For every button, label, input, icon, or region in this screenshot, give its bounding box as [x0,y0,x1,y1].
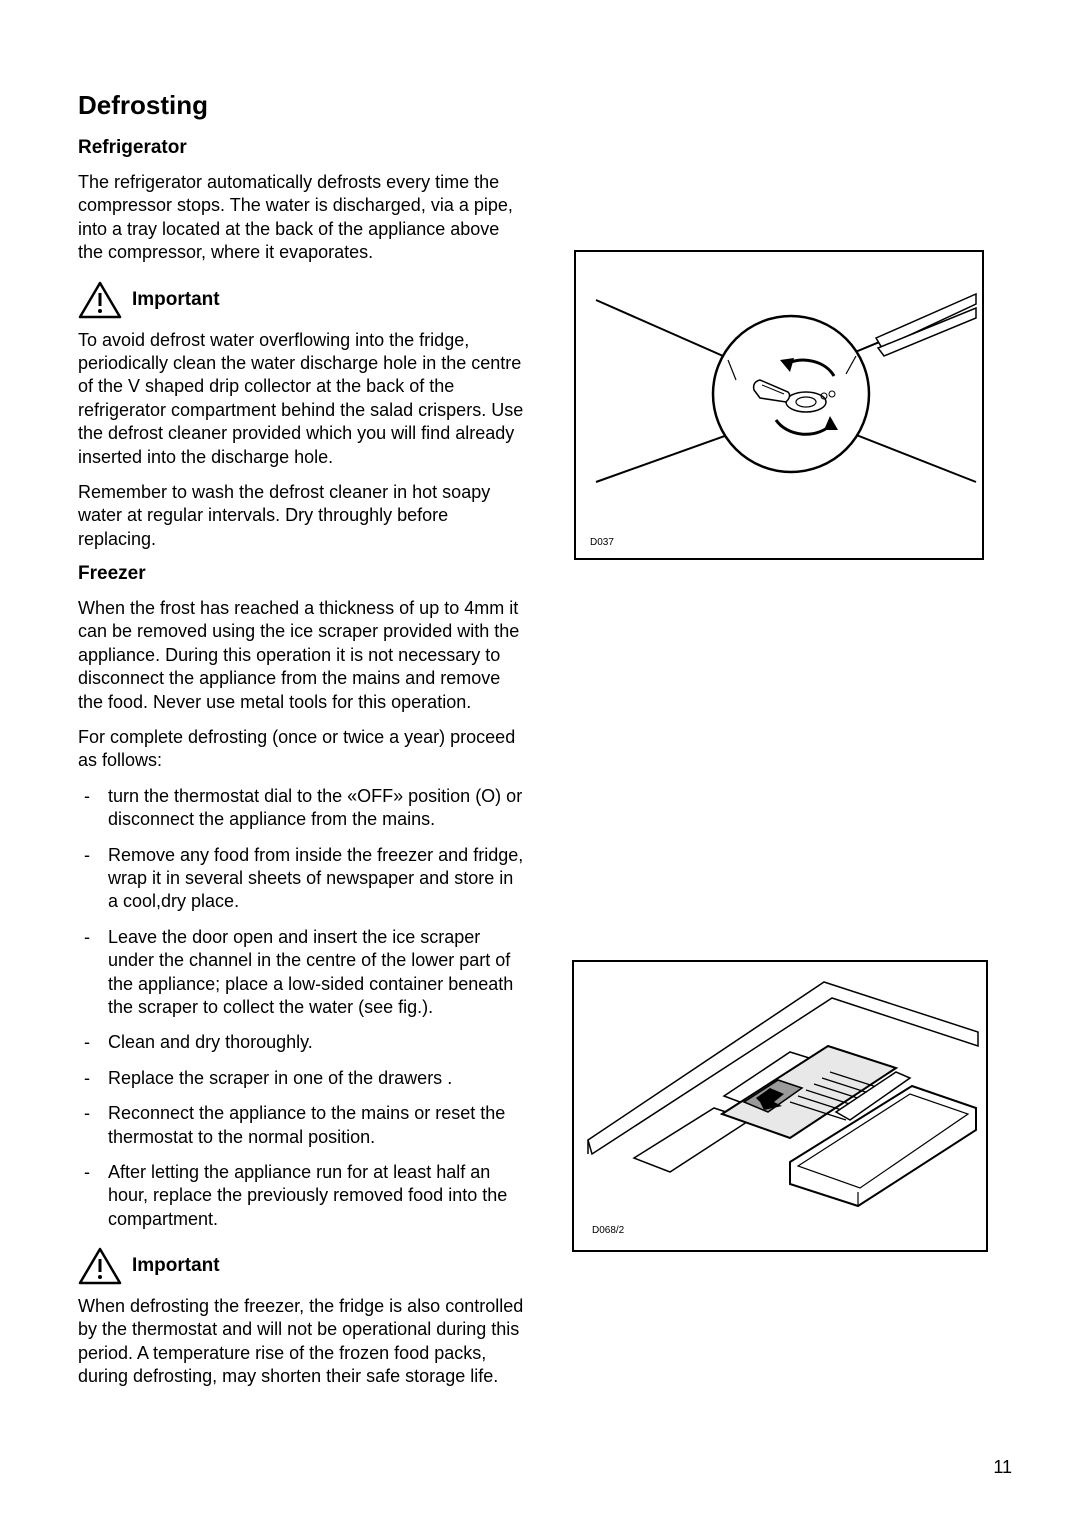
important-label-1: Important [132,289,220,311]
figure-d068-2: D068/2 [572,960,988,1252]
important2-para1: When defrosting the freezer, the fridge … [78,1295,528,1389]
content-columns: Defrosting Refrigerator The refrigerator… [78,90,1012,1401]
important-row-2: Important [78,1247,528,1285]
list-item: Leave the door open and insert the ice s… [78,926,528,1020]
page-title: Defrosting [78,90,528,121]
left-column: Defrosting Refrigerator The refrigerator… [78,90,528,1401]
freezer-steps-list: turn the thermostat dial to the «OFF» po… [78,785,528,1231]
important-label-2: Important [132,1255,220,1277]
list-item: Remove any food from inside the freezer … [78,844,528,914]
freezer-para2: For complete defrosting (once or twice a… [78,726,528,773]
important-row-1: Important [78,281,528,319]
ice-scraper-diagram-icon [574,962,990,1254]
warning-icon [78,281,122,319]
freezer-para1: When the frost has reached a thickness o… [78,597,528,714]
list-item: Reconnect the appliance to the mains or … [78,1102,528,1149]
important1-para2: Remember to wash the defrost cleaner in … [78,481,528,551]
figure-label: D037 [590,537,614,548]
list-item: Clean and dry thoroughly. [78,1031,528,1054]
page-number: 11 [993,1457,1012,1478]
figure-label: D068/2 [592,1225,624,1236]
figure-d037: D037 [574,250,984,560]
drain-hole-diagram-icon [576,252,986,562]
right-column: D037 [564,90,1012,1401]
list-item: After letting the appliance run for at l… [78,1161,528,1231]
list-item: Replace the scraper in one of the drawer… [78,1067,528,1090]
warning-icon [78,1247,122,1285]
list-item: turn the thermostat dial to the «OFF» po… [78,785,528,832]
important1-para1: To avoid defrost water overflowing into … [78,329,528,469]
freezer-heading: Freezer [78,563,528,585]
refrigerator-heading: Refrigerator [78,137,528,159]
refrigerator-para: The refrigerator automatically defrosts … [78,171,528,265]
